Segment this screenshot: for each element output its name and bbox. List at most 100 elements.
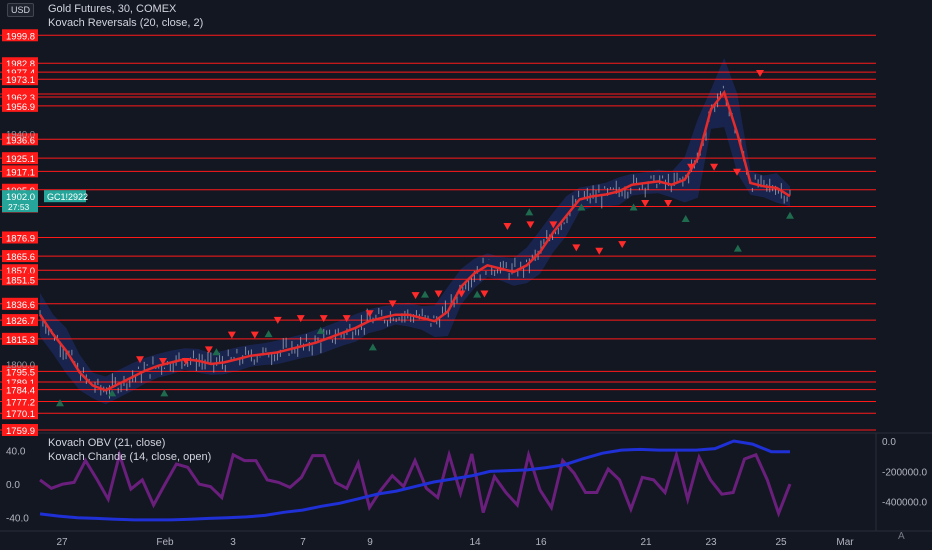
obv-indicator-title[interactable]: Kovach OBV (21, close): [48, 437, 166, 449]
triangle-down-icon: [664, 199, 673, 207]
triangle-down-icon: [342, 315, 351, 323]
level-label-bg: [2, 250, 38, 263]
chande-indicator-title[interactable]: Kovach Chande (14, close, open): [48, 451, 212, 463]
level-label: 1999.8: [6, 31, 35, 42]
level-label: 1851.5: [6, 275, 35, 286]
triangle-up-icon: [160, 389, 169, 397]
horizontal-levels: [0, 34, 876, 431]
triangle-down-icon: [572, 244, 581, 252]
level-label-bg: [2, 264, 38, 277]
triangle-down-icon: [250, 331, 259, 339]
triangle-down-icon: [158, 357, 167, 365]
level-label-bg: [2, 297, 38, 310]
level-label-bg: [2, 314, 38, 327]
sub-pane-series: [39, 439, 792, 522]
reversal-line: [38, 89, 791, 392]
level-label-bg: [2, 73, 38, 86]
triangle-down-icon: [319, 315, 328, 323]
level-label-bg: [2, 99, 38, 112]
triangle-up-icon: [525, 208, 534, 216]
triangle-down-icon: [365, 310, 374, 318]
level-label: 1973.1: [6, 75, 35, 86]
time-tick-label: 25: [775, 537, 787, 548]
reversal-signals: [56, 70, 794, 407]
axis-labels: 1999.81982.81977.41973.11964.11962.31956…: [2, 29, 927, 548]
triangle-up-icon: [56, 399, 64, 407]
level-label: 1982.8: [6, 59, 35, 70]
time-tick-label: 7: [300, 537, 306, 548]
sub-left-tick: -40.0: [6, 514, 29, 525]
level-label: 1956.9: [6, 102, 35, 113]
triangle-down-icon: [434, 290, 443, 298]
time-tick-label: 16: [535, 537, 547, 548]
time-tick-label: 27: [56, 537, 68, 548]
symbol-title[interactable]: Gold Futures, 30, COMEX: [48, 3, 177, 15]
level-label: 1759.9: [6, 426, 35, 437]
time-tick-label: Mar: [836, 537, 854, 548]
triangle-down-icon: [296, 315, 305, 323]
level-label: 1936.6: [6, 135, 35, 146]
main-legend: Gold Futures, 30, COMEX Kovach Reversals…: [48, 2, 203, 30]
level-label-bg: [2, 332, 38, 345]
level-label-bg: [2, 29, 38, 42]
level-label: 1784.4: [6, 386, 35, 397]
level-label: 1777.2: [6, 398, 35, 409]
triangle-up-icon: [473, 290, 482, 298]
level-label-bg: [2, 273, 38, 286]
triangle-up-icon: [629, 203, 638, 211]
level-label: 1836.6: [6, 300, 35, 311]
triangle-up-icon: [368, 343, 377, 351]
auto-scale-button[interactable]: A: [898, 531, 905, 542]
time-tick-label: 23: [705, 537, 717, 548]
obv-line: [39, 439, 790, 522]
indicator-title[interactable]: Kovach Reversals (20, close, 2): [48, 17, 204, 29]
candlestick-series: [39, 85, 791, 399]
triangle-down-icon: [710, 163, 719, 171]
triangle-up-icon: [212, 348, 221, 356]
level-label-bg: [2, 424, 38, 436]
triangle-up-icon: [577, 203, 586, 211]
time-tick-label: 9: [367, 537, 373, 548]
level-label: 1795.5: [6, 367, 35, 378]
level-label: 1857.0: [6, 266, 35, 277]
time-tick-label: 3: [230, 537, 236, 548]
last-price-badge: [2, 190, 38, 213]
triangle-down-icon: [756, 70, 764, 78]
level-label-bg: [2, 165, 38, 178]
time-tick-label: 14: [469, 537, 481, 548]
sub-left-tick: 40.0: [6, 447, 26, 458]
triangle-up-icon: [316, 326, 325, 334]
level-label: 1925.1: [6, 154, 35, 165]
triangle-down-icon: [618, 241, 627, 249]
sub-right-tick: 0.0: [882, 437, 896, 448]
triangle-down-icon: [641, 199, 650, 207]
triangle-down-icon: [733, 168, 742, 176]
triangle-up-icon: [733, 244, 742, 252]
level-label-bg: [2, 365, 38, 378]
triangle-down-icon: [181, 357, 190, 365]
triangle-up-icon: [108, 389, 117, 397]
sub-legend: Kovach OBV (21, close) Kovach Chande (14…: [48, 436, 211, 464]
chande-line: [39, 449, 792, 518]
level-label-bg: [2, 152, 38, 165]
level-label: 1815.3: [6, 335, 35, 346]
triangle-down-icon: [388, 300, 397, 308]
triangle-down-icon: [457, 290, 466, 298]
time-tick-label: Feb: [156, 537, 174, 548]
level-label: 1770.1: [6, 409, 35, 420]
last-price-label: 1902.0: [6, 192, 35, 203]
triangle-down-icon: [136, 356, 144, 364]
triangle-down-icon: [595, 247, 604, 255]
sub-left-tick: 0.0: [6, 480, 20, 491]
level-label: 1826.7: [6, 316, 35, 327]
price-tick-label: 1940.0: [6, 130, 35, 141]
currency-badge[interactable]: USD: [7, 3, 35, 17]
triangle-up-icon: [681, 214, 690, 222]
level-label: 1962.3: [6, 93, 35, 104]
level-label-bg: [2, 395, 38, 408]
sub-right-tick: -200000.0: [882, 467, 927, 478]
triangle-down-icon: [204, 346, 213, 354]
symbol-badge-label: GC1!2922: [47, 192, 88, 202]
